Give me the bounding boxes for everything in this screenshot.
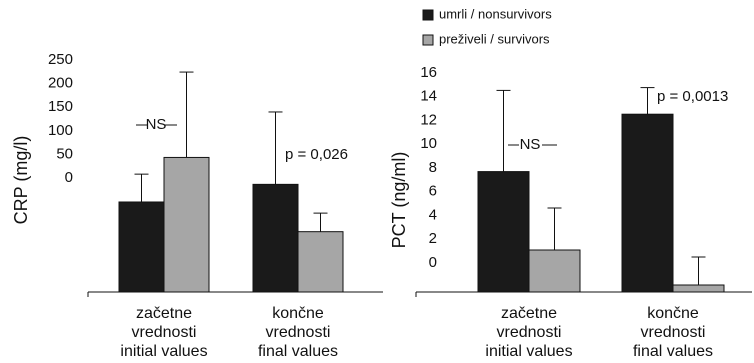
x-tick-label: initial values (485, 343, 572, 360)
x-tick-label: končne (647, 305, 699, 322)
y-tick-label: 6 (429, 183, 437, 200)
legend-swatch (422, 34, 434, 46)
x-tick-label: vrednosti (497, 324, 562, 341)
bar (163, 156, 210, 293)
y-tick-label: 200 (48, 75, 73, 92)
bar (118, 201, 165, 293)
annotation: p = 0,0013 (657, 88, 728, 105)
x-tick-label: vrednosti (132, 324, 197, 341)
annotation: p = 0,026 (285, 146, 348, 163)
y-tick-label: 8 (429, 159, 437, 176)
bar (297, 231, 344, 293)
y-tick-label: 0 (429, 254, 437, 271)
annotation: NS (146, 116, 167, 133)
bar (672, 284, 725, 293)
x-tick-label: final values (258, 343, 338, 360)
x-tick-label: initial values (120, 343, 207, 360)
x-tick-label: final values (633, 343, 713, 360)
x-tick-label: začetne (136, 305, 192, 322)
y-tick-label: 150 (48, 98, 73, 115)
bar (621, 113, 674, 293)
y-axis-title: CRP (mg/l) (11, 136, 31, 225)
annotation: NS (520, 136, 541, 153)
y-tick-label: 50 (56, 145, 73, 162)
y-tick-label: 16 (420, 64, 437, 81)
x-tick-label: začetne (501, 305, 557, 322)
x-tick-label: vrednosti (266, 324, 331, 341)
x-tick-label: vrednosti (641, 324, 706, 341)
y-tick-label: 4 (429, 206, 437, 223)
y-tick-label: 12 (420, 111, 437, 128)
bar (477, 171, 530, 293)
legend-label: preživeli / survivors (439, 31, 550, 46)
legend-swatch (422, 9, 434, 21)
y-tick-label: 0 (65, 169, 73, 186)
bar (528, 249, 581, 293)
x-tick-label: končne (272, 305, 324, 322)
y-tick-label: 250 (48, 51, 73, 68)
y-tick-label: 2 (429, 230, 437, 247)
bar (252, 183, 299, 293)
y-tick-label: 100 (48, 122, 73, 139)
y-axis-title: PCT (ng/ml) (389, 152, 409, 249)
y-tick-label: 10 (420, 135, 437, 152)
y-tick-label: 14 (420, 88, 437, 105)
legend-label: umrli / nonsurvivors (439, 6, 552, 21)
